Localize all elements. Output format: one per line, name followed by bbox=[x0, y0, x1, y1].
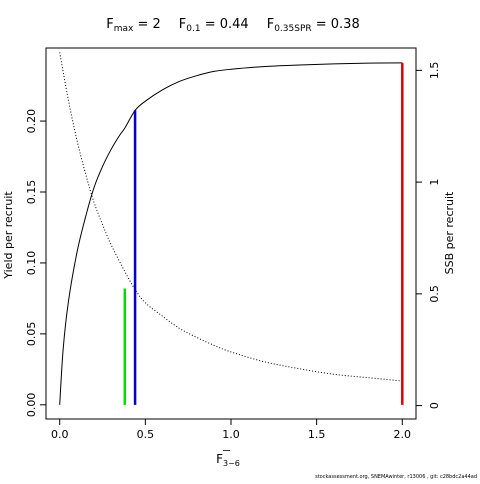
y-right-tick-label: 0 bbox=[428, 402, 441, 409]
reference-lines-layer bbox=[123, 62, 404, 405]
y-left-tick-label: 0.10 bbox=[25, 251, 38, 276]
ticks-layer: 0.0 0.5 1.0 1.5 2.0 0.00 0.05 0.10 0.15 0.20 0 0.5 1… bbox=[25, 62, 441, 441]
x-tick-label: 1.5 bbox=[308, 428, 326, 441]
y-left-tick-label: 0.00 bbox=[25, 393, 38, 418]
series-layer bbox=[59, 52, 403, 405]
ssb-per-recruit-line bbox=[59, 52, 403, 382]
x-tick-label: 0.0 bbox=[51, 428, 69, 441]
x-axis-label-main: F bbox=[216, 452, 223, 466]
yield-per-recruit-line bbox=[59, 62, 403, 405]
title-fmax-label: F bbox=[106, 17, 113, 32]
y-left-tick-label: 0.15 bbox=[25, 180, 38, 205]
title-f35-value: = 0.38 bbox=[312, 17, 360, 32]
y-axis-label-left: Yield per recruit bbox=[2, 191, 15, 280]
title-fmax-value: = 2 bbox=[133, 17, 160, 32]
title-f01-value: = 0.44 bbox=[201, 17, 249, 32]
title-f35-label: F bbox=[267, 17, 274, 32]
footer-text: stockassessment.org, SNEMAwinter, r13006… bbox=[315, 474, 477, 480]
plot-frame bbox=[45, 47, 417, 420]
y-left-tick-label: 0.20 bbox=[25, 109, 38, 133]
y-axis-label-right: SSB per recruit bbox=[443, 191, 456, 274]
x-axis-label-sub: 3−6 bbox=[223, 459, 240, 468]
x-axis-label: F3−6 bbox=[216, 452, 240, 468]
y-right-tick-label: 0.5 bbox=[428, 285, 441, 303]
x-tick-label: 1.0 bbox=[222, 428, 240, 441]
y-right-tick-label: 1 bbox=[428, 179, 441, 186]
title-f01-label: F bbox=[179, 17, 186, 32]
title-f01-sub: 0.1 bbox=[186, 24, 200, 34]
title-f35-sub: 0.35SPR bbox=[274, 24, 311, 34]
title-fmax-sub: max bbox=[114, 24, 134, 34]
x-tick-label: 2.0 bbox=[394, 428, 412, 441]
chart-title: Fmax = 2 F0.1 = 0.44 F0.35SPR = 0.38 bbox=[106, 17, 359, 34]
y-left-tick-label: 0.05 bbox=[25, 322, 38, 347]
y-right-tick-label: 1.5 bbox=[428, 62, 441, 80]
x-tick-label: 0.5 bbox=[137, 428, 155, 441]
